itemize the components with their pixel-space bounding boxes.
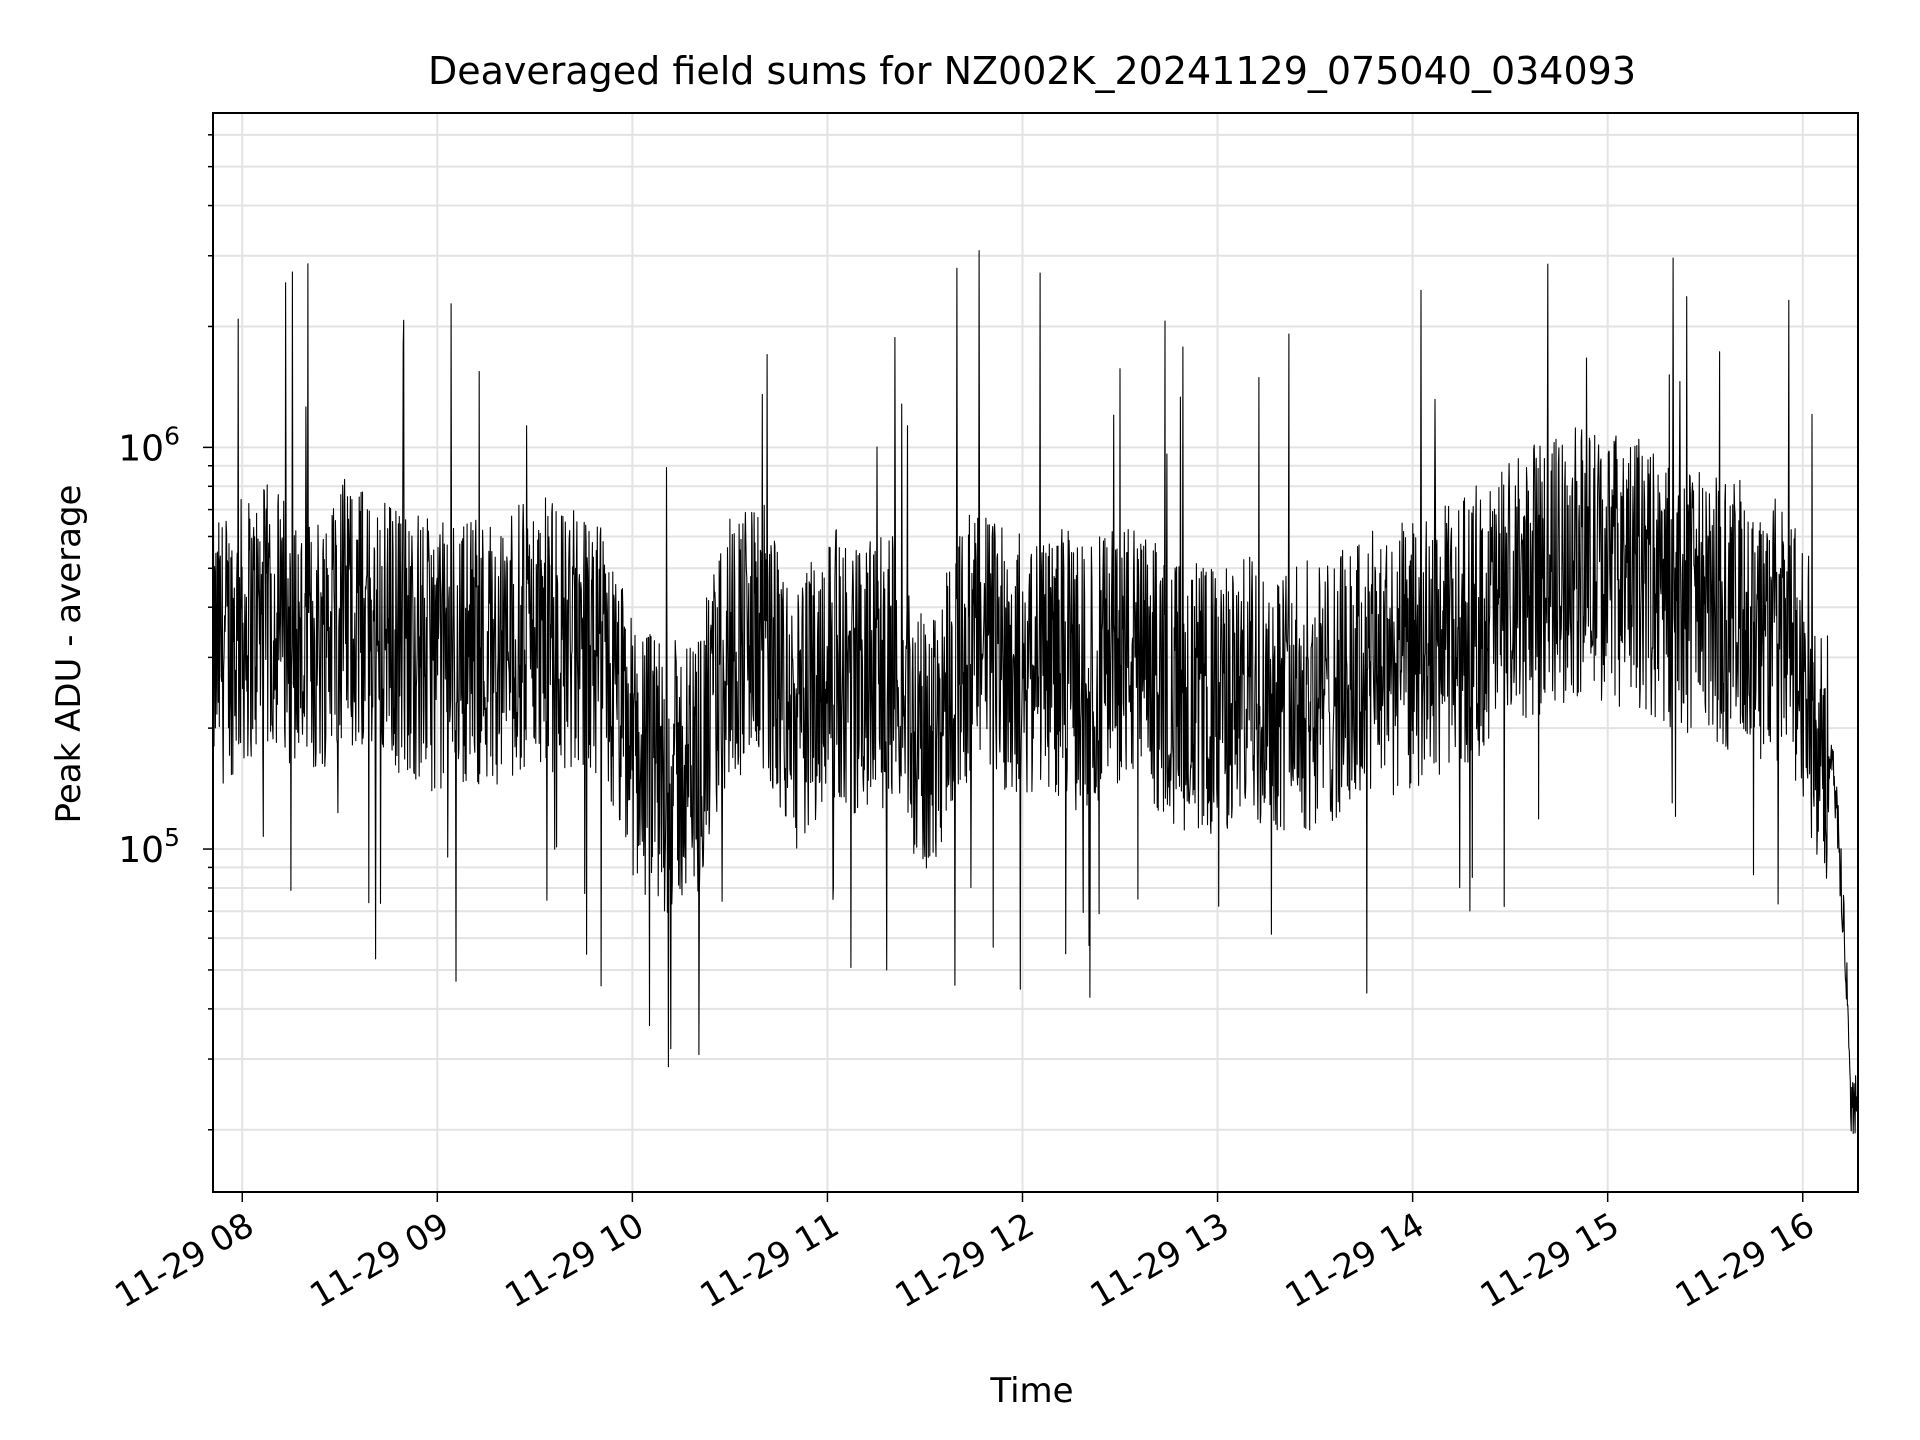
series-line-group <box>212 250 1859 1134</box>
chart-title: Deaveraged field sums for NZ002K_2024112… <box>428 49 1636 93</box>
plot-frame <box>212 112 1859 1193</box>
y-axis-label: Peak ADU - average <box>49 485 89 824</box>
series-line <box>212 250 1859 1134</box>
x-axis-label: Time <box>989 1371 1073 1411</box>
y-tick-label: 106 <box>118 421 180 469</box>
y-tick-label: 105 <box>118 823 180 871</box>
y-axis-ticks: 105 106 <box>118 134 213 1131</box>
